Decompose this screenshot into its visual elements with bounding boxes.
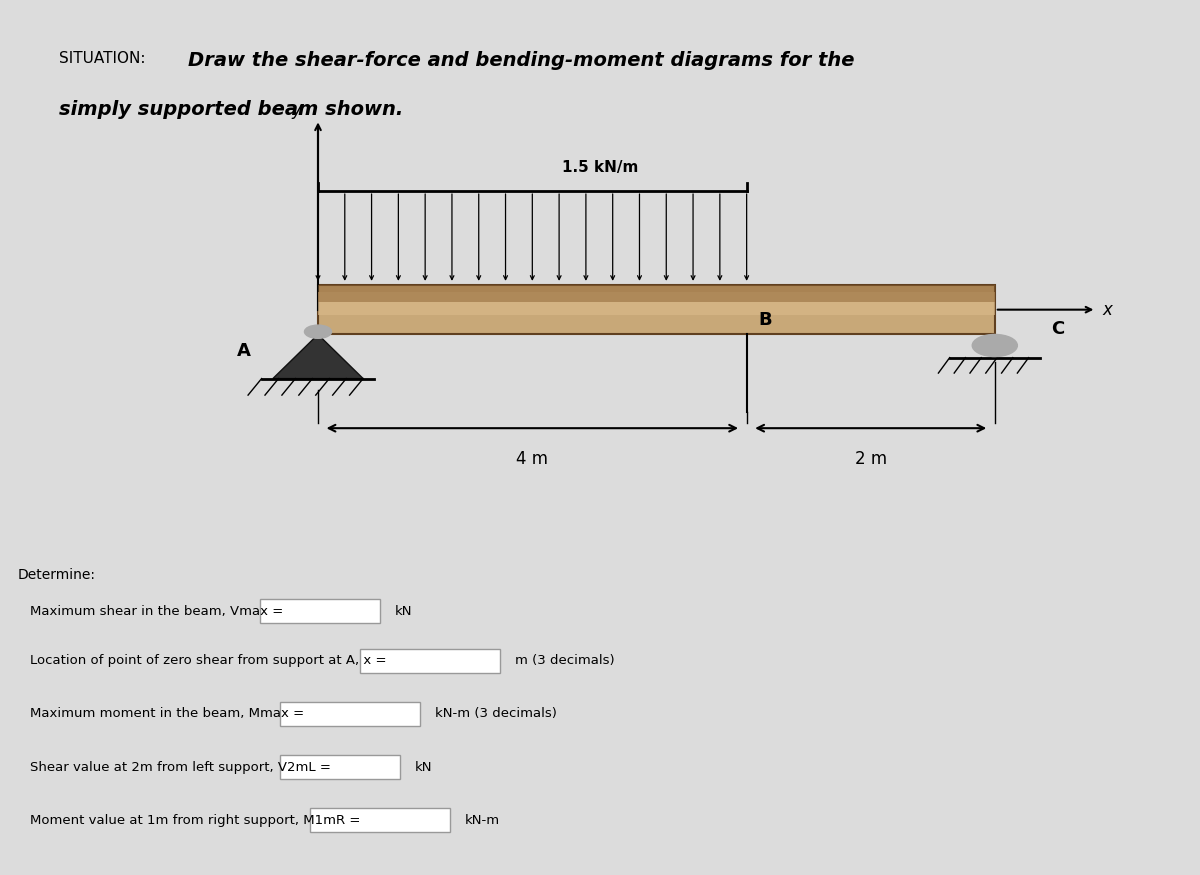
Bar — [318, 285, 995, 334]
Bar — [318, 292, 995, 315]
Text: Maximum shear in the beam, Vmax =: Maximum shear in the beam, Vmax = — [30, 605, 283, 618]
Bar — [310, 808, 450, 832]
Text: Determine:: Determine: — [18, 568, 96, 582]
Text: x: x — [1102, 301, 1112, 318]
Text: kN-m (3 decimals): kN-m (3 decimals) — [436, 707, 557, 720]
Text: y: y — [292, 102, 301, 120]
Text: B: B — [758, 311, 772, 329]
Polygon shape — [272, 334, 364, 379]
Bar — [260, 599, 380, 623]
Text: Shear value at 2m from left support, V2mL =: Shear value at 2m from left support, V2m… — [30, 761, 331, 774]
Bar — [318, 285, 995, 298]
Circle shape — [972, 334, 1018, 356]
Bar — [318, 285, 995, 302]
Text: SITUATION:: SITUATION: — [59, 51, 150, 66]
Text: simply supported beam shown.: simply supported beam shown. — [59, 100, 403, 119]
Text: m (3 decimals): m (3 decimals) — [515, 654, 614, 668]
Bar — [280, 755, 400, 780]
Bar — [360, 649, 500, 673]
Text: kN-m: kN-m — [466, 814, 500, 827]
Text: 1.5 kN/m: 1.5 kN/m — [562, 159, 638, 175]
Text: Maximum moment in the beam, Mmax =: Maximum moment in the beam, Mmax = — [30, 707, 304, 720]
Text: A: A — [236, 342, 251, 360]
Text: Draw the shear-force and bending-moment diagrams for the: Draw the shear-force and bending-moment … — [188, 51, 854, 70]
Text: kN: kN — [415, 761, 432, 774]
Text: Moment value at 1m from right support, M1mR =: Moment value at 1m from right support, M… — [30, 814, 360, 827]
Text: 4 m: 4 m — [516, 451, 548, 468]
Bar — [280, 702, 420, 725]
Text: kN: kN — [395, 605, 413, 618]
Circle shape — [305, 326, 331, 339]
Text: C: C — [1051, 320, 1064, 338]
Text: 2 m: 2 m — [854, 451, 887, 468]
Text: Location of point of zero shear from support at A, x =: Location of point of zero shear from sup… — [30, 654, 386, 668]
